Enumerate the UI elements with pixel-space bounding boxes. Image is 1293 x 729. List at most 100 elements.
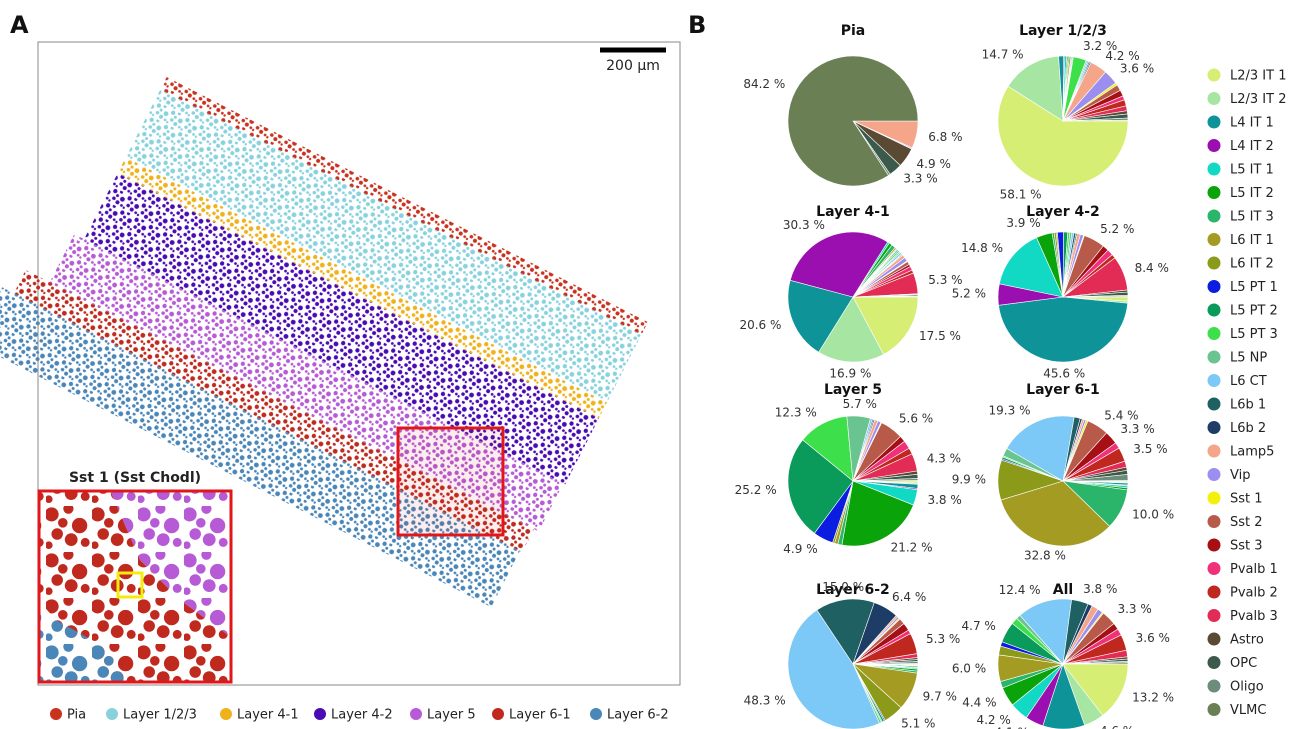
legend-label: Pvalb 3 bbox=[1230, 609, 1278, 624]
legend-label: Vip bbox=[1230, 468, 1250, 483]
legend-label: L4 IT 1 bbox=[1230, 116, 1274, 131]
slice-label: 20.6 % bbox=[739, 318, 781, 332]
slice-label: 9.9 % bbox=[952, 472, 986, 486]
slice-label: 3.6 % bbox=[1120, 62, 1154, 76]
legend-label: L6b 1 bbox=[1230, 398, 1266, 413]
pie-title: Layer 6-1 bbox=[1026, 382, 1100, 398]
panel-label: A bbox=[10, 11, 29, 39]
legend-label: Lamp5 bbox=[1230, 445, 1274, 460]
slice-label: 16.9 % bbox=[829, 366, 871, 380]
slice-label: 14.8 % bbox=[961, 241, 1003, 255]
slice-label: 5.6 % bbox=[899, 412, 933, 426]
legend-marker bbox=[1208, 656, 1221, 669]
slice-label: 14.7 % bbox=[982, 47, 1024, 61]
legend-marker bbox=[1208, 210, 1221, 223]
legend-marker bbox=[1208, 163, 1221, 176]
legend-marker bbox=[1208, 445, 1221, 458]
legend-marker bbox=[1208, 374, 1221, 387]
legend-marker bbox=[1208, 680, 1221, 693]
legend-label: L5 IT 1 bbox=[1230, 163, 1274, 178]
legend-label: Layer 5 bbox=[427, 708, 476, 723]
legend-label: L6 IT 1 bbox=[1230, 233, 1274, 248]
slice-label: 3.8 % bbox=[927, 493, 961, 507]
legend-marker bbox=[1208, 633, 1221, 646]
legend-marker bbox=[314, 708, 326, 720]
legend-label: L5 NP bbox=[1230, 351, 1267, 366]
legend-marker bbox=[1208, 468, 1221, 481]
legend-label: OPC bbox=[1230, 656, 1257, 671]
slice-label: 4.4 % bbox=[962, 695, 996, 709]
legend-marker bbox=[1208, 186, 1221, 199]
slice-label: 3.3 % bbox=[903, 172, 937, 186]
pie-title: Layer 4-1 bbox=[816, 204, 890, 220]
slice-label: 4.9 % bbox=[783, 542, 817, 556]
legend-label: Astro bbox=[1230, 633, 1264, 648]
legend-label: Layer 6-1 bbox=[509, 708, 571, 723]
legend-marker bbox=[1208, 69, 1221, 82]
slice-label: 6.8 % bbox=[928, 130, 962, 144]
legend-label: L6b 2 bbox=[1230, 421, 1266, 436]
slice-label: 30.3 % bbox=[783, 218, 825, 232]
legend-marker bbox=[1208, 609, 1221, 622]
pie-slice bbox=[999, 297, 1128, 362]
slice-label: 4.9 % bbox=[917, 157, 951, 171]
legend-label: L5 IT 3 bbox=[1230, 210, 1274, 225]
slice-label: 5.2 % bbox=[1100, 222, 1134, 236]
legend-marker bbox=[1208, 139, 1221, 152]
slice-label: 4.3 % bbox=[927, 451, 961, 465]
pie-title: Pia bbox=[841, 23, 866, 39]
slice-label: 3.8 % bbox=[1083, 582, 1117, 596]
slice-label: 48.3 % bbox=[744, 694, 786, 708]
slice-label: 5.3 % bbox=[926, 632, 960, 646]
legend-label: Sst 3 bbox=[1230, 539, 1263, 554]
slice-label: 25.2 % bbox=[735, 483, 777, 497]
slice-label: 12.3 % bbox=[775, 406, 817, 420]
slice-label: 19.3 % bbox=[989, 404, 1031, 418]
slice-label: 3.3 % bbox=[1120, 422, 1154, 436]
slice-label: 5.4 % bbox=[1104, 408, 1138, 422]
legend-label: L5 PT 3 bbox=[1230, 327, 1278, 342]
zoom-box bbox=[398, 428, 503, 535]
legend-marker bbox=[1208, 492, 1221, 505]
scale-bar-label: 200 µm bbox=[606, 58, 660, 74]
legend-label: L5 IT 2 bbox=[1230, 186, 1274, 201]
legend-marker bbox=[1208, 539, 1221, 552]
legend-marker bbox=[410, 708, 422, 720]
legend-label: L4 IT 2 bbox=[1230, 139, 1274, 154]
legend-label: Sst 1 bbox=[1230, 492, 1263, 507]
legend-label: Layer 4-2 bbox=[331, 708, 393, 723]
slice-label: 3.6 % bbox=[1136, 631, 1170, 645]
legend-marker bbox=[50, 708, 62, 720]
legend-marker bbox=[220, 708, 232, 720]
inset-title: Sst 1 (Sst Chodl) bbox=[69, 470, 201, 486]
legend-marker bbox=[1208, 327, 1221, 340]
legend-label: L5 PT 2 bbox=[1230, 304, 1278, 319]
legend-label: L2/3 IT 1 bbox=[1230, 69, 1286, 84]
slice-label: 12.4 % bbox=[999, 583, 1041, 597]
pie-title: All bbox=[1053, 582, 1073, 598]
pie-title: Layer 1/2/3 bbox=[1019, 23, 1107, 39]
slice-label: 3.9 % bbox=[1006, 216, 1040, 230]
legend-marker bbox=[1208, 351, 1221, 364]
legend-marker bbox=[1208, 92, 1221, 105]
legend-marker bbox=[590, 708, 602, 720]
inset bbox=[38, 490, 235, 690]
slice-label: 32.8 % bbox=[1024, 548, 1066, 562]
pie-title: Layer 5 bbox=[824, 382, 882, 398]
legend-marker bbox=[492, 708, 504, 720]
legend-marker bbox=[1208, 398, 1221, 411]
slice-label: 10.0 % bbox=[1132, 507, 1174, 521]
slice-label: 5.2 % bbox=[952, 287, 986, 301]
slice-label: 9.7 % bbox=[923, 689, 957, 703]
legend-label: L5 PT 1 bbox=[1230, 280, 1278, 295]
slice-label: 5.3 % bbox=[928, 273, 962, 287]
figure: A B 200 µm Sst 1 (Sst Chodl) PiaLayer 1/… bbox=[0, 0, 1293, 729]
legend-marker bbox=[1208, 515, 1221, 528]
slice-label: 4.7 % bbox=[962, 619, 996, 633]
slice-label: 6.4 % bbox=[892, 590, 926, 604]
legend-marker bbox=[1208, 304, 1221, 317]
slice-label: 5.7 % bbox=[843, 397, 877, 411]
legend-marker bbox=[1208, 257, 1221, 270]
legend-marker bbox=[1208, 280, 1221, 293]
legend-label: Oligo bbox=[1230, 680, 1264, 695]
